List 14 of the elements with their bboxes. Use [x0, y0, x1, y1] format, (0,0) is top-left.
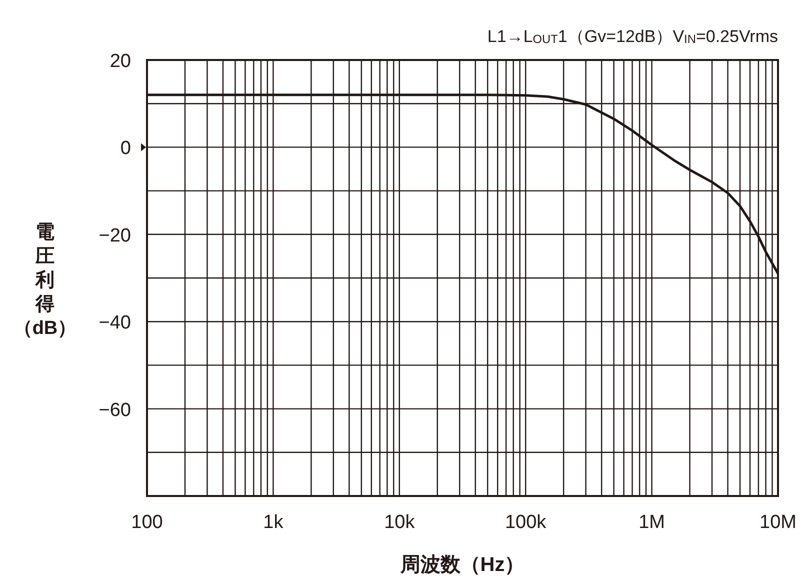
- y-tick-label: −60: [98, 400, 131, 421]
- x-tick-label: 10k: [384, 512, 416, 533]
- y-tick-label: 20: [110, 51, 131, 72]
- x-tick-label: 10M: [760, 512, 796, 533]
- x-tick-label: 100: [131, 512, 163, 533]
- x-tick-label: 100k: [505, 512, 547, 533]
- y-axis-title: 電圧利得（dB）: [13, 222, 77, 339]
- x-axis-title: 周波数（Hz）: [399, 554, 525, 576]
- chart-title: L1→LOUT1（Gv=12dB）VIN=0.25Vrms: [487, 27, 778, 46]
- y-tick-label: 0: [120, 138, 131, 160]
- x-tick-label: 1M: [638, 512, 666, 533]
- y-tick-label: −40: [98, 312, 131, 334]
- x-tick-label: 1k: [263, 512, 284, 533]
- y-tick-label: −20: [98, 225, 131, 246]
